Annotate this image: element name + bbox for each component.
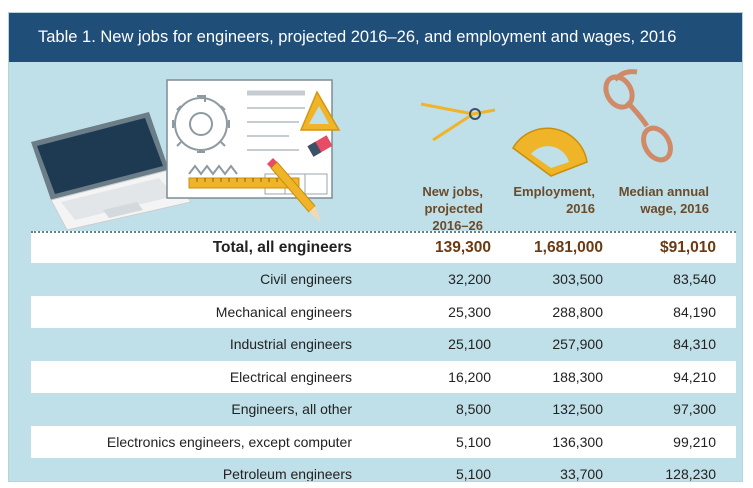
- col-header-new-jobs: New jobs, projected 2016–26: [365, 183, 483, 234]
- col-header-employment-line2: 2016: [566, 201, 595, 216]
- cell-employment: 33,700: [560, 466, 603, 482]
- col-header-wage-line2: wage, 2016: [640, 201, 709, 216]
- pencil-icon: [267, 158, 321, 222]
- protractor-icon: [512, 127, 588, 177]
- row-label: Engineers, all other: [231, 401, 352, 418]
- compass-icon: [420, 102, 496, 142]
- table-row: Engineers, all other 8,500 132,500 97,300: [31, 393, 736, 426]
- table-row: Electronics engineers, except computer 5,…: [31, 425, 736, 458]
- col-header-wage-line1: Median annual: [618, 184, 709, 199]
- col-header-new-jobs-line2: 2016–26: [432, 218, 483, 233]
- row-label: Mechanical engineers: [215, 303, 352, 320]
- col-header-new-jobs-line1: New jobs, projected: [422, 184, 483, 216]
- cell-wage: 83,540: [673, 271, 716, 288]
- cell-wage: 94,210: [673, 368, 716, 385]
- cell-new-jobs: 139,300: [434, 239, 491, 256]
- glasses-icon: [603, 69, 673, 163]
- row-label: Electronics engineers, except computer: [106, 433, 352, 450]
- cell-employment: 132,500: [552, 401, 603, 418]
- engineering-illustration: [31, 69, 673, 231]
- cell-wage: 97,300: [673, 401, 716, 418]
- row-label: Industrial engineers: [229, 336, 352, 353]
- cell-new-jobs: 32,200: [448, 271, 491, 288]
- laptop-icon: [31, 112, 192, 231]
- cell-wage: 99,210: [673, 433, 716, 450]
- table-body: Total, all engineers 139,300 1,681,000 $91,…: [31, 231, 736, 482]
- cell-wage: 128,230: [665, 466, 716, 482]
- eraser-icon: [307, 135, 333, 157]
- table-title: Table 1. New jobs for engineers, project…: [9, 13, 742, 62]
- col-header-employment: Employment, 2016: [497, 183, 595, 217]
- cell-employment: 136,300: [552, 433, 603, 450]
- total-row: Total, all engineers 139,300 1,681,000 $91,…: [31, 231, 736, 263]
- table-row: Petroleum engineers 5,100 33,700 128,230: [31, 458, 736, 482]
- gear-icon: [172, 95, 230, 153]
- row-label: Petroleum engineers: [222, 466, 352, 482]
- cell-new-jobs: 25,300: [448, 303, 491, 320]
- row-label: Total, all engineers: [212, 239, 352, 256]
- cell-wage: $91,010: [659, 239, 716, 256]
- col-header-employment-line1: Employment,: [513, 184, 595, 199]
- cell-new-jobs: 8,500: [455, 401, 491, 418]
- cell-wage: 84,190: [673, 303, 716, 320]
- ruler-icon: [188, 177, 300, 189]
- row-label: Electrical engineers: [229, 368, 352, 385]
- cell-employment: 1,681,000: [534, 239, 603, 256]
- cell-new-jobs: 16,200: [448, 368, 491, 385]
- cell-employment: 288,800: [552, 303, 603, 320]
- col-header-wage: Median annual wage, 2016: [597, 183, 709, 217]
- table-figure: Table 1. New jobs for engineers, project…: [8, 12, 743, 482]
- cell-employment: 303,500: [552, 271, 603, 288]
- table-row: Civil engineers 32,200 303,500 83,540: [31, 263, 736, 296]
- row-label: Civil engineers: [260, 271, 352, 288]
- table-row: Mechanical engineers 25,300 288,800 84,190: [31, 295, 736, 328]
- cell-employment: 188,300: [552, 368, 603, 385]
- cell-new-jobs: 5,100: [455, 433, 491, 450]
- cell-new-jobs: 25,100: [448, 336, 491, 353]
- cell-wage: 84,310: [673, 336, 716, 353]
- table-row: Industrial engineers 25,100 257,900 84,310: [31, 328, 736, 361]
- cell-new-jobs: 5,100: [455, 466, 491, 482]
- table-row: Electrical engineers 16,200 188,300 94,210: [31, 360, 736, 393]
- set-square-icon: [299, 90, 341, 131]
- cell-employment: 257,900: [552, 336, 603, 353]
